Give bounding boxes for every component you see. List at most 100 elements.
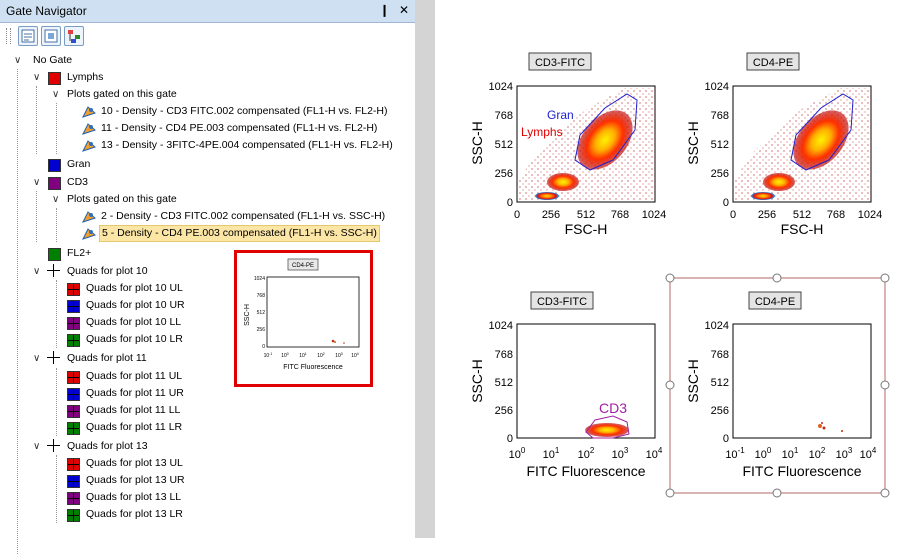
tree-item-cd3[interactable]: ∨ CD3 [0, 174, 415, 191]
tree-item-q13-ll[interactable]: Quads for plot 13 LL [0, 489, 415, 506]
resize-handle[interactable] [880, 273, 890, 283]
x-tick-label: 1024 [858, 209, 882, 221]
tree-item-q13-ur[interactable]: Quads for plot 13 UR [0, 472, 415, 489]
plot-cd3-fitc-scatter[interactable]: CD3-FITC Gran Lymphs 1024 768 512 256 0 … [469, 52, 666, 237]
panel-title: Gate Navigator [6, 4, 87, 18]
tree-item-quads-10[interactable]: ∨ Quads for plot 10 [0, 263, 415, 280]
tree-item-q10-ul[interactable]: Quads for plot 10 UL [0, 280, 415, 297]
tree-item-plot-13[interactable]: 13 - Density - 3FITC-4PE.004 compensated… [0, 137, 415, 154]
x-axis-label: FSC-H [565, 221, 608, 237]
data-point [822, 426, 826, 430]
y-tick-label: 512 [495, 139, 513, 151]
tree-item-q11-ur[interactable]: Quads for plot 11 UR [0, 385, 415, 402]
plot-cd4-pe-scatter[interactable]: CD4-PE 1024 768 512 256 0 0 256 512 768 … [685, 52, 882, 237]
tree-item-q11-ll[interactable]: Quads for plot 11 LL [0, 402, 415, 419]
panel-titlebar: Gate Navigator ❙ ✕ [0, 0, 415, 23]
tree-item-q11-lr[interactable]: Quads for plot 11 LR [0, 419, 415, 436]
y-tick-label: 512 [495, 377, 513, 389]
gate-list-icon[interactable] [18, 26, 38, 46]
resize-handle[interactable] [665, 488, 675, 498]
tree-item-quads-11[interactable]: ∨ Quads for plot 11 [0, 350, 415, 367]
tree-item-plot-2[interactable]: 2 - Density - CD3 FITC.002 compensated (… [0, 208, 415, 225]
resize-handle[interactable] [665, 273, 675, 283]
plot-cd4-pe-fluorescence[interactable]: CD4-PE 1024 768 512 256 0 10-1 100 101 1… [665, 273, 890, 498]
chevron-down-icon[interactable]: ∨ [33, 266, 41, 277]
chevron-down-icon[interactable]: ∨ [52, 89, 60, 100]
tree-item-quads-13[interactable]: ∨ Quads for plot 13 [0, 438, 415, 455]
thumb-xtick: 100 [281, 352, 289, 359]
thumb-xlabel: FITC Fluorescence [283, 364, 343, 371]
chevron-down-icon[interactable]: ∨ [52, 194, 60, 205]
thumb-data-point [331, 339, 335, 343]
tree-item-gran[interactable]: Gran [0, 156, 415, 173]
y-axis-label: SSC-H [469, 121, 485, 165]
y-tick-label: 0 [723, 197, 729, 209]
chevron-down-icon[interactable]: ∨ [33, 441, 41, 452]
tree-item-plot-5[interactable]: 5 - Density - CD4 PE.003 compensated (FL… [0, 225, 415, 242]
gate-outline-gran[interactable] [574, 93, 638, 171]
thumb-xtick: 104 [351, 352, 359, 359]
quadrant-blue-icon [67, 475, 80, 488]
x-tick-label: 256 [758, 209, 776, 221]
tree-item-q10-lr[interactable]: Quads for plot 10 LR [0, 331, 415, 348]
x-tick-label: 102 [578, 446, 595, 461]
x-tick-label: 100 [509, 446, 526, 461]
gate-color-purple-icon [48, 177, 61, 190]
x-tick-label: 256 [542, 209, 560, 221]
tree-item-q10-ur[interactable]: Quads for plot 10 UR [0, 297, 415, 314]
quadrant-red-icon [67, 283, 80, 296]
tree-item-q10-ll[interactable]: Quads for plot 10 LL [0, 314, 415, 331]
resize-handle[interactable] [772, 488, 782, 498]
plot-cd3-fitc-fluorescence[interactable]: CD3-FITC CD3 1024 768 512 256 0 100 101 … [469, 291, 663, 479]
quadrant-purple-icon [67, 405, 80, 418]
x-tick-label: 768 [611, 209, 629, 221]
plot-title: CD3-FITC [537, 296, 587, 308]
tree-item-q13-lr[interactable]: Quads for plot 13 LR [0, 506, 415, 523]
panel-splitter[interactable] [415, 0, 435, 538]
x-tick-label: 101 [543, 446, 560, 461]
resize-handle[interactable] [880, 380, 890, 390]
gate-properties-icon[interactable] [41, 26, 61, 46]
quadrant-green-icon [67, 509, 80, 522]
toolbar-gripper[interactable] [6, 28, 11, 44]
tree-item-fl2[interactable]: FL2+ [0, 245, 415, 262]
gate-outline-gran[interactable] [790, 93, 854, 171]
gate-navigator-panel: Gate Navigator ❙ ✕ ∨ No Gate ∨ [0, 0, 416, 554]
tree-item-no-gate[interactable]: ∨ No Gate [0, 52, 415, 69]
thumb-xtick: 101 [299, 352, 307, 359]
gate-color-red-icon [48, 72, 61, 85]
tree-item-lymphs[interactable]: ∨ Lymphs [0, 69, 415, 86]
tree-item-plot-11[interactable]: 11 - Density - CD4 PE.003 compensated (F… [0, 120, 415, 137]
resize-handle[interactable] [665, 380, 675, 390]
tree-item-plots-gated-cd3[interactable]: ∨ Plots gated on this gate [0, 191, 415, 208]
x-tick-label: 100 [755, 446, 772, 461]
plot-drag-thumbnail[interactable]: CD4-PE 1024 768 512 256 0 SSC-H 10-1 100… [234, 250, 373, 387]
gate-outline-cd3[interactable] [585, 415, 630, 439]
density-plot-icon [82, 140, 96, 152]
tree-item-plot-10[interactable]: 10 - Density - CD3 FITC.002 compensated … [0, 103, 415, 120]
y-axis-label: SSC-H [469, 359, 485, 403]
thumb-ytick: 768 [257, 293, 266, 299]
resize-handle[interactable] [880, 488, 890, 498]
chevron-down-icon[interactable]: ∨ [33, 177, 41, 188]
y-tick-label: 512 [711, 139, 729, 151]
chevron-down-icon[interactable]: ∨ [14, 55, 22, 66]
pin-icon[interactable]: ❙ [379, 3, 390, 17]
x-tick-label: 0 [514, 209, 520, 221]
y-tick-label: 256 [711, 168, 729, 180]
tree-item-plots-gated-lymphs[interactable]: ∨ Plots gated on this gate [0, 86, 415, 103]
x-tick-label: 104 [646, 446, 663, 461]
plot-title: CD4-PE [755, 296, 795, 308]
tree-item-q13-ul[interactable]: Quads for plot 13 UL [0, 455, 415, 472]
quadrant-blue-icon [67, 388, 80, 401]
resize-handle[interactable] [772, 273, 782, 283]
tree-item-q11-ul[interactable]: Quads for plot 11 UL [0, 368, 415, 385]
chevron-down-icon[interactable]: ∨ [33, 353, 41, 364]
thumb-xtick: 10-1 [264, 352, 273, 359]
x-tick-label: 1024 [642, 209, 666, 221]
x-tick-label: 103 [612, 446, 629, 461]
quadrant-red-icon [67, 371, 80, 384]
gate-hierarchy-icon[interactable] [64, 26, 84, 46]
close-icon[interactable]: ✕ [398, 3, 409, 17]
chevron-down-icon[interactable]: ∨ [33, 72, 41, 83]
